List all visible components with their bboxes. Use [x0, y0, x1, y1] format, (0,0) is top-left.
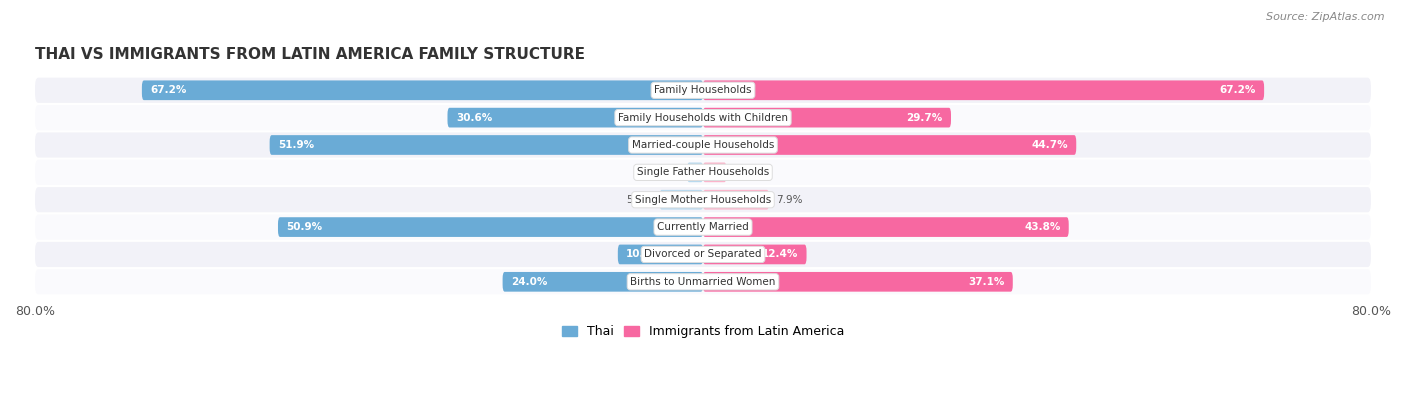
FancyBboxPatch shape [447, 108, 703, 128]
Text: 67.2%: 67.2% [150, 85, 187, 95]
Text: 43.8%: 43.8% [1024, 222, 1060, 232]
FancyBboxPatch shape [35, 78, 1371, 103]
FancyBboxPatch shape [703, 81, 1264, 100]
Text: 1.9%: 1.9% [654, 167, 681, 177]
Text: 10.2%: 10.2% [626, 249, 662, 260]
Text: Births to Unmarried Women: Births to Unmarried Women [630, 277, 776, 287]
Text: Divorced or Separated: Divorced or Separated [644, 249, 762, 260]
Legend: Thai, Immigrants from Latin America: Thai, Immigrants from Latin America [557, 320, 849, 343]
FancyBboxPatch shape [703, 245, 807, 264]
FancyBboxPatch shape [35, 160, 1371, 185]
FancyBboxPatch shape [278, 217, 703, 237]
FancyBboxPatch shape [35, 105, 1371, 130]
FancyBboxPatch shape [703, 162, 727, 182]
Text: 50.9%: 50.9% [287, 222, 322, 232]
Text: Single Mother Households: Single Mother Households [636, 195, 770, 205]
Text: 30.6%: 30.6% [456, 113, 492, 122]
Text: THAI VS IMMIGRANTS FROM LATIN AMERICA FAMILY STRUCTURE: THAI VS IMMIGRANTS FROM LATIN AMERICA FA… [35, 47, 585, 62]
FancyBboxPatch shape [35, 132, 1371, 158]
FancyBboxPatch shape [703, 190, 769, 210]
Text: Family Households with Children: Family Households with Children [619, 113, 787, 122]
Text: 24.0%: 24.0% [510, 277, 547, 287]
Text: Single Father Households: Single Father Households [637, 167, 769, 177]
Text: Currently Married: Currently Married [657, 222, 749, 232]
FancyBboxPatch shape [35, 214, 1371, 240]
FancyBboxPatch shape [617, 245, 703, 264]
Text: Married-couple Households: Married-couple Households [631, 140, 775, 150]
FancyBboxPatch shape [270, 135, 703, 155]
Text: 51.9%: 51.9% [278, 140, 314, 150]
FancyBboxPatch shape [659, 190, 703, 210]
Text: 37.1%: 37.1% [969, 277, 1004, 287]
Text: Family Households: Family Households [654, 85, 752, 95]
FancyBboxPatch shape [35, 187, 1371, 212]
FancyBboxPatch shape [703, 217, 1069, 237]
FancyBboxPatch shape [703, 108, 950, 128]
Text: 5.2%: 5.2% [627, 195, 652, 205]
FancyBboxPatch shape [703, 272, 1012, 292]
FancyBboxPatch shape [502, 272, 703, 292]
Text: 7.9%: 7.9% [776, 195, 803, 205]
Text: 44.7%: 44.7% [1031, 140, 1069, 150]
FancyBboxPatch shape [35, 242, 1371, 267]
Text: 29.7%: 29.7% [907, 113, 942, 122]
FancyBboxPatch shape [142, 81, 703, 100]
Text: Source: ZipAtlas.com: Source: ZipAtlas.com [1267, 12, 1385, 22]
Text: 2.8%: 2.8% [733, 167, 759, 177]
FancyBboxPatch shape [703, 135, 1076, 155]
Text: 67.2%: 67.2% [1219, 85, 1256, 95]
FancyBboxPatch shape [35, 269, 1371, 294]
FancyBboxPatch shape [688, 162, 703, 182]
Text: 12.4%: 12.4% [762, 249, 799, 260]
